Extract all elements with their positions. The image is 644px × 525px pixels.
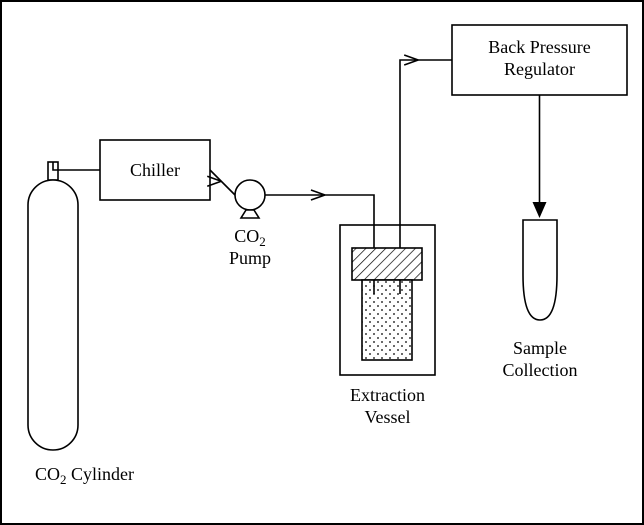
pump-label: CO2 — [234, 226, 266, 249]
co2-pump — [235, 180, 265, 210]
sample-label-1: Sample — [513, 338, 567, 358]
cylinder-label: CO2 Cylinder — [35, 464, 134, 487]
co2-cylinder — [28, 180, 78, 450]
extraction-cap — [352, 248, 422, 280]
regulator-label-2: Regulator — [504, 59, 575, 79]
extraction-label-1: Extraction — [350, 385, 425, 405]
pump-label-2: Pump — [229, 248, 271, 268]
extraction-inner — [362, 280, 412, 360]
sample-tube — [523, 220, 557, 320]
pipe-cylinder-chiller — [53, 162, 100, 170]
sample-label-2: Collection — [503, 360, 578, 380]
pipe-extraction-regulator — [400, 60, 452, 248]
extraction-label-2: Vessel — [365, 407, 411, 427]
pump-base — [241, 210, 259, 218]
pipe-chiller-pump — [210, 170, 235, 195]
chiller-label: Chiller — [130, 160, 180, 180]
regulator-label-1: Back Pressure — [488, 37, 590, 57]
